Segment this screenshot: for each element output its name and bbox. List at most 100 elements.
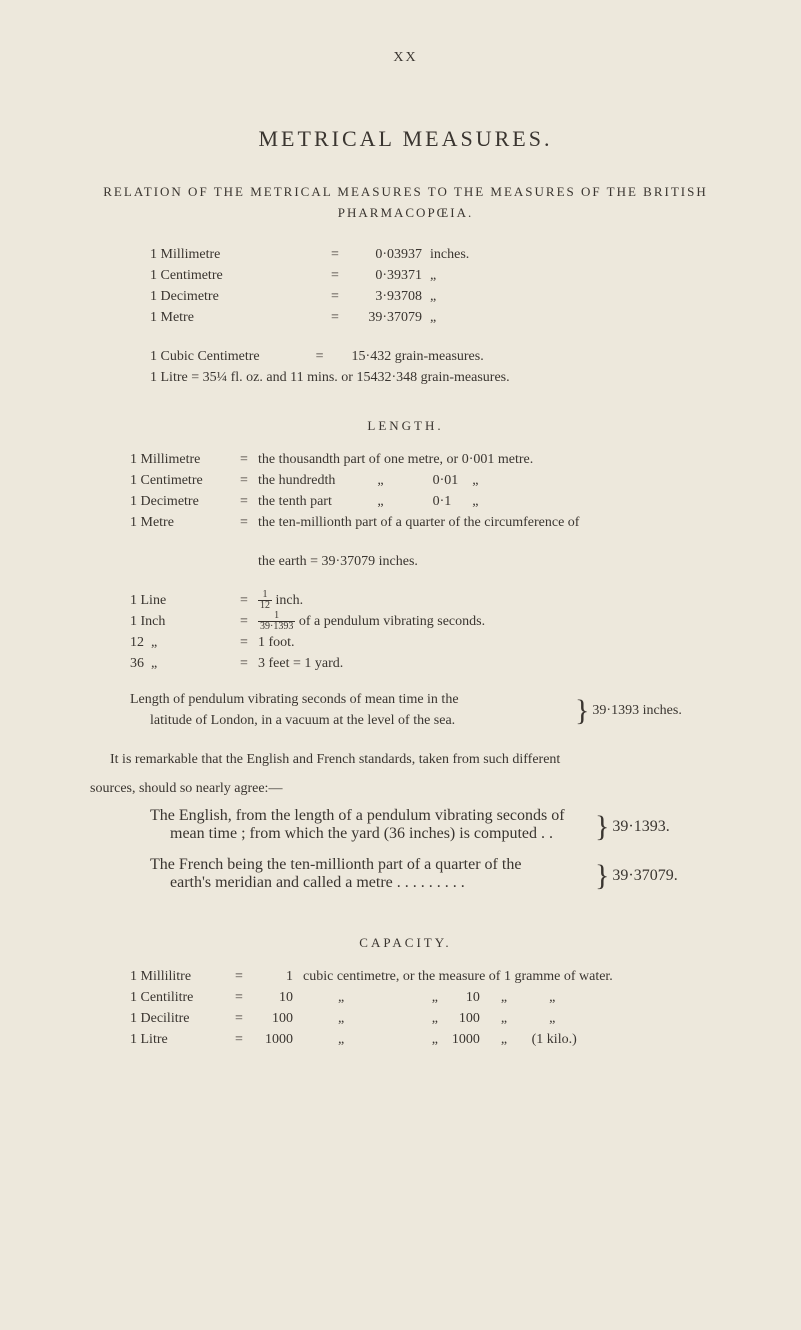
french-brace-block: The French being the ten-millionth part … (150, 856, 721, 895)
capacity-row: 1 Millilitre = 1 cubic centimetre, or th… (130, 966, 721, 987)
cap-num: 1 (253, 966, 303, 987)
brace-value: 39·37079. (612, 867, 677, 885)
brace-value: 39·1393 inches. (592, 700, 681, 721)
line-row: 1 Inch = 139·1393 of a pendulum vibratin… (130, 611, 721, 632)
capacity-heading: CAPACITY. (90, 935, 721, 951)
brace-value-col: } 39·1393 inches. (575, 689, 682, 731)
line-desc-after: of a pendulum vibrating seconds. (295, 614, 485, 629)
length-desc: the hundredth „ 0·01 „ (258, 470, 721, 491)
brace-line: The English, from the length of a pendul… (150, 807, 595, 825)
cap-desc: cubic centimetre, or the measure of 1 gr… (303, 966, 721, 987)
measure-value: 3·93708 (350, 286, 430, 307)
brace-line: earth's meridian and called a metre . . … (170, 874, 595, 892)
subtitle: RELATION OF THE METRICAL MEASURES TO THE… (90, 182, 721, 224)
brace-line: latitude of London, in a vacuum at the l… (150, 710, 575, 731)
english-brace-block: The English, from the length of a pendul… (150, 807, 721, 846)
length-desc: the tenth part „ 0·1 „ (258, 491, 721, 512)
remark-text: sources, should so nearly agree:— (90, 778, 721, 799)
capacity-table: 1 Millilitre = 1 cubic centimetre, or th… (130, 966, 721, 1050)
measure-row: 1 Millimetre = 0·03937 inches. (150, 244, 721, 265)
fraction: 139·1393 (258, 611, 295, 632)
equals-sign: = (235, 1029, 253, 1050)
line-desc-after: inch. (272, 593, 303, 608)
line-desc: 112 inch. (258, 590, 721, 611)
equals-sign: = (240, 470, 258, 491)
cap-desc: „ „ 1000 „ (1 kilo.) (303, 1029, 721, 1050)
measure-unit: „ (430, 286, 490, 307)
cap-desc: „ „ 100 „ „ (303, 1008, 721, 1029)
length-label: 1 Centimetre (130, 470, 240, 491)
cap-label: 1 Decilitre (130, 1008, 235, 1029)
measure-unit: inches. (430, 244, 490, 265)
equals-sign: = (240, 653, 258, 674)
line-label: 12 „ (130, 632, 240, 653)
equals-sign: = (240, 632, 258, 653)
equals-sign: = (320, 265, 350, 286)
cubic-line: 1 Litre = 35¼ fl. oz. and 11 mins. or 15… (150, 367, 721, 388)
measure-row: 1 Metre = 39·37079 „ (150, 307, 721, 328)
fraction: 112 (258, 590, 272, 611)
measure-label: 1 Centimetre (150, 265, 320, 286)
length-label: 1 Metre (130, 512, 240, 533)
cap-label: 1 Litre (130, 1029, 235, 1050)
equals-sign: = (240, 590, 258, 611)
line-label: 1 Line (130, 590, 240, 611)
measure-label: 1 Decimetre (150, 286, 320, 307)
measure-unit: „ (430, 307, 490, 328)
brace-text: The French being the ten-millionth part … (150, 856, 595, 892)
capacity-row: 1 Litre = 1000 „ „ 1000 „ (1 kilo.) (130, 1029, 721, 1050)
brace-symbol: } (595, 807, 609, 846)
length-row: 1 Decimetre = the tenth part „ 0·1 „ (130, 491, 721, 512)
length-row: 1 Metre = the ten-millionth part of a qu… (130, 512, 721, 533)
measure-value: 39·37079 (350, 307, 430, 328)
equals-sign: = (235, 987, 253, 1008)
line-row: 36 „ = 3 feet = 1 yard. (130, 653, 721, 674)
line-label: 36 „ (130, 653, 240, 674)
line-label: 1 Inch (130, 611, 240, 632)
equals-sign: = (320, 244, 350, 265)
brace-text: Length of pendulum vibrating seconds of … (130, 689, 575, 731)
line-desc: 3 feet = 1 yard. (258, 653, 721, 674)
equals-sign: = (240, 491, 258, 512)
brace-text: The English, from the length of a pendul… (150, 807, 595, 843)
equals-sign: = (320, 307, 350, 328)
measure-value: 0·03937 (350, 244, 430, 265)
line-row: 1 Line = 112 inch. (130, 590, 721, 611)
brace-line: The French being the ten-millionth part … (150, 856, 595, 874)
length-desc: the thousandth part of one metre, or 0·0… (258, 449, 721, 470)
brace-value-col: } 39·37079. (595, 856, 678, 895)
capacity-row: 1 Centilitre = 10 „ „ 10 „ „ (130, 987, 721, 1008)
equals-sign: = (240, 512, 258, 533)
line-desc: 139·1393 of a pendulum vibrating seconds… (258, 611, 721, 632)
brace-value-col: } 39·1393. (595, 807, 670, 846)
brace-symbol: } (575, 691, 589, 730)
basic-measures-table: 1 Millimetre = 0·03937 inches. 1 Centime… (150, 244, 721, 328)
cap-num: 1000 (253, 1029, 303, 1050)
equals-sign: = (320, 286, 350, 307)
cap-label: 1 Millilitre (130, 966, 235, 987)
equals-sign: = (235, 966, 253, 987)
length-row: 1 Millimetre = the thousandth part of on… (130, 449, 721, 470)
length-continuation: the earth = 39·37079 inches. (258, 551, 721, 572)
line-desc: 1 foot. (258, 632, 721, 653)
length-label: 1 Millimetre (130, 449, 240, 470)
measure-label: 1 Millimetre (150, 244, 320, 265)
cubic-line: 1 Cubic Centimetre = 15·432 grain-measur… (150, 346, 721, 367)
length-heading: LENGTH. (90, 418, 721, 434)
brace-line: mean time ; from which the yard (36 inch… (170, 825, 595, 843)
brace-symbol: } (595, 856, 609, 895)
remark-text: It is remarkable that the English and Fr… (90, 749, 721, 770)
measure-label: 1 Metre (150, 307, 320, 328)
page-number: XX (90, 50, 721, 66)
brace-value: 39·1393. (612, 818, 669, 836)
equals-sign: = (235, 1008, 253, 1029)
measure-row: 1 Centimetre = 0·39371 „ (150, 265, 721, 286)
measure-row: 1 Decimetre = 3·93708 „ (150, 286, 721, 307)
equals-sign: = (240, 449, 258, 470)
brace-line: Length of pendulum vibrating seconds of … (130, 689, 575, 710)
measure-value: 0·39371 (350, 265, 430, 286)
length-table: 1 Millimetre = the thousandth part of on… (130, 449, 721, 533)
line-row: 12 „ = 1 foot. (130, 632, 721, 653)
cap-desc: „ „ 10 „ „ (303, 987, 721, 1008)
cubic-para: 1 Cubic Centimetre = 15·432 grain-measur… (150, 346, 721, 388)
